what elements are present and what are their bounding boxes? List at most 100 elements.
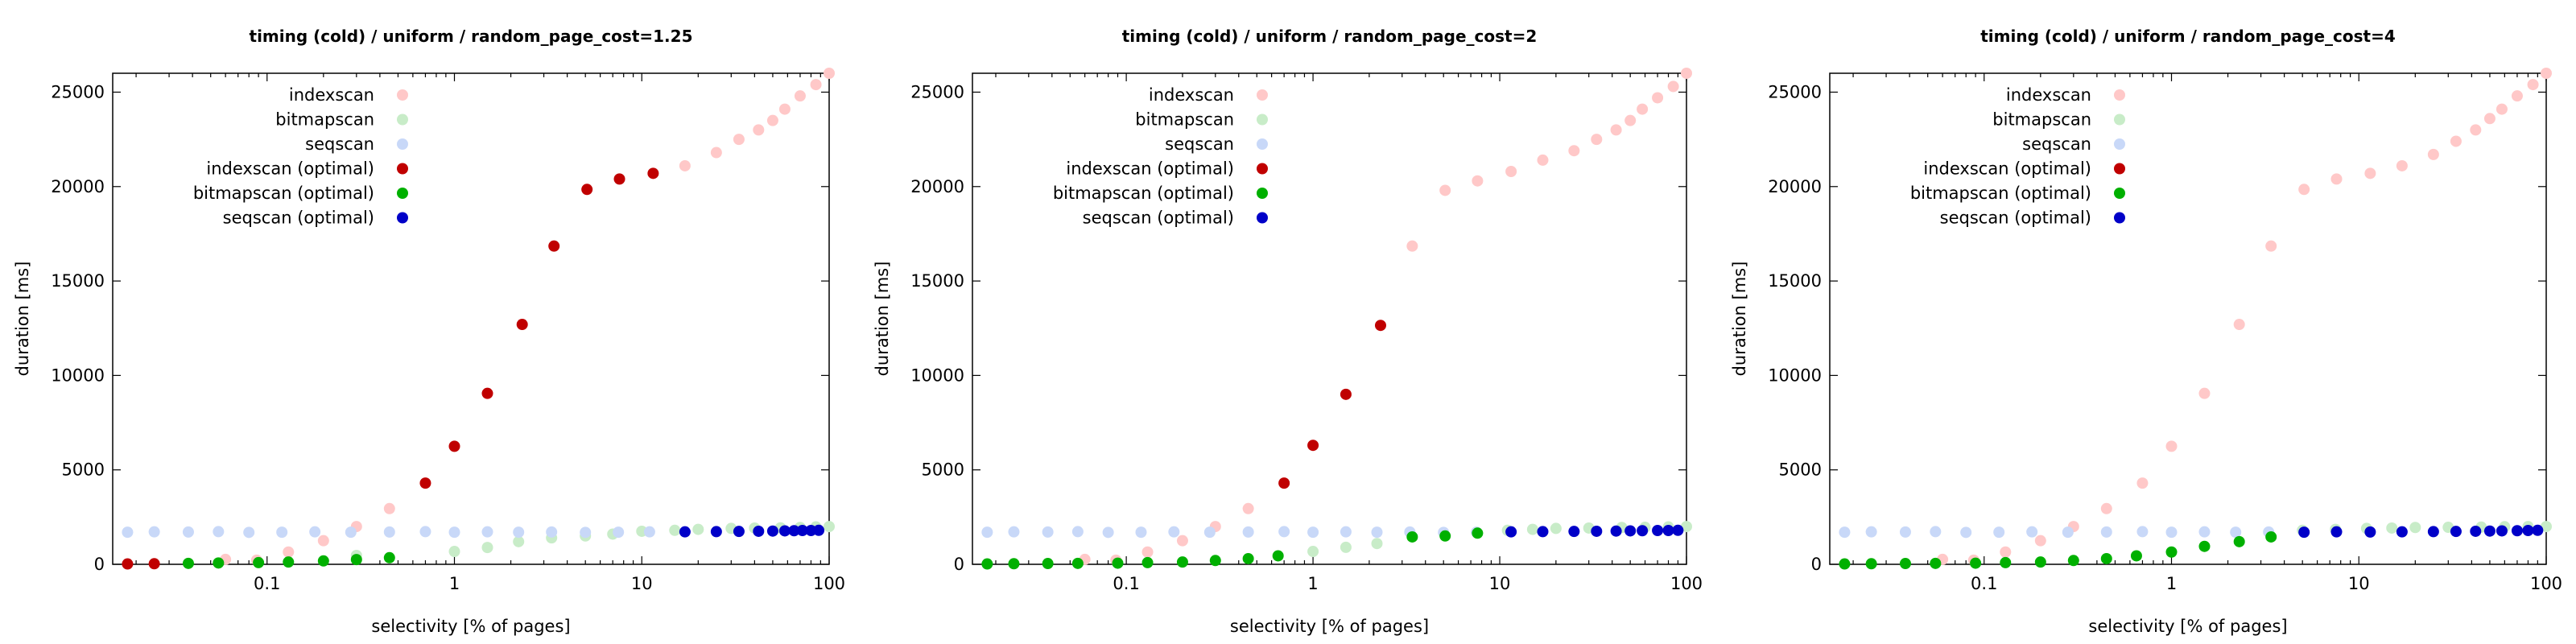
- data-point-indexscan: [1537, 154, 1549, 166]
- y-tick-label: 5000: [922, 460, 964, 480]
- data-point-seqscan: [2136, 526, 2149, 538]
- data-point-indexscan: [753, 124, 765, 136]
- data-point-indexscan: [1568, 145, 1580, 157]
- data-point-indexscan: [1637, 103, 1649, 115]
- legend-label: indexscan (optimal): [206, 159, 374, 179]
- data-point-bitmapscan-optimal: [2265, 530, 2277, 543]
- data-point-bitmapscan-optimal: [1899, 558, 1911, 570]
- data-point-bitmapscan-optimal: [1042, 558, 1054, 570]
- y-tick-label: 0: [1811, 555, 1822, 574]
- data-point-indexscan: [2265, 240, 2277, 252]
- data-point-indexscan: [2233, 319, 2245, 331]
- data-point-indexscan-optimal: [613, 173, 625, 185]
- data-point-seqscan-optimal: [2427, 526, 2439, 538]
- data-point-seqscan: [546, 526, 558, 538]
- plot-frame: [112, 72, 830, 565]
- data-point-indexscan: [383, 502, 395, 514]
- data-point-seqscan: [1340, 526, 1352, 538]
- data-point-indexscan: [794, 90, 806, 102]
- x-tick-label: 1: [2166, 574, 2177, 593]
- data-point-indexscan: [1141, 546, 1154, 558]
- data-point-seqscan-optimal: [2483, 525, 2496, 537]
- data-point-indexscan-optimal: [548, 240, 560, 252]
- data-point-bitmapscan-optimal: [2067, 555, 2079, 567]
- data-point-indexscan: [1406, 240, 1418, 252]
- legend-label: seqscan (optimal): [1083, 208, 1234, 228]
- data-point-indexscan: [1624, 114, 1637, 126]
- data-point-indexscan: [317, 535, 329, 547]
- y-tick-label: 15000: [51, 271, 105, 291]
- data-point-indexscan: [679, 159, 691, 171]
- data-point-indexscan: [2470, 124, 2482, 136]
- data-point-seqscan: [1278, 526, 1290, 538]
- data-point-seqscan: [1102, 526, 1114, 539]
- legend-label: bitmapscan: [1135, 110, 1234, 130]
- data-point-seqscan-optimal: [766, 525, 778, 537]
- data-point-bitmapscan-optimal: [2165, 546, 2178, 558]
- chart-title: timing (cold) / uniform / random_page_co…: [250, 27, 693, 46]
- x-tick-label: 0.1: [1113, 574, 1139, 593]
- x-tick-label: 100: [1670, 574, 1703, 593]
- legend-marker: [397, 188, 408, 199]
- legend-marker: [1257, 163, 1268, 175]
- data-point-seqscan: [1242, 526, 1254, 538]
- data-point-seqscan: [2198, 526, 2211, 538]
- data-point-indexscan: [1681, 68, 1692, 79]
- y-tick-label: 20000: [1768, 177, 1822, 196]
- data-point-indexscan-optimal: [516, 319, 528, 331]
- y-tick-label: 5000: [1779, 460, 1822, 480]
- data-point-indexscan: [733, 134, 745, 146]
- y-tick-label: 15000: [1768, 271, 1822, 291]
- data-point-bitmapscan-optimal: [253, 556, 265, 568]
- data-point-seqscan: [276, 526, 288, 539]
- data-point-indexscan-optimal: [122, 558, 134, 570]
- data-point-bitmapscan: [1371, 538, 1383, 550]
- data-point-indexscan: [2496, 103, 2508, 115]
- y-tick-label: 25000: [51, 82, 105, 101]
- data-point-seqscan-optimal: [2532, 524, 2544, 536]
- y-tick-label: 25000: [1768, 82, 1822, 101]
- chart-title: timing (cold) / uniform / random_page_co…: [1122, 27, 1538, 46]
- data-point-bitmapscan-optimal: [2000, 556, 2012, 568]
- data-point-seqscan-optimal: [1624, 525, 1637, 537]
- x-tick-label: 1: [449, 574, 460, 593]
- legend-label: indexscan: [1149, 85, 1234, 105]
- legend-marker: [397, 212, 408, 224]
- chart-panel-1: timing (cold) / uniform / random_page_co…: [13, 27, 845, 636]
- data-point-indexscan: [1652, 92, 1664, 104]
- legend-label: bitmapscan (optimal): [1053, 184, 1234, 203]
- data-point-seqscan: [1071, 526, 1084, 538]
- data-point-bitmapscan: [1681, 521, 1692, 533]
- data-point-indexscan: [1242, 502, 1254, 514]
- plot-frame: [972, 72, 1687, 565]
- data-point-bitmapscan-optimal: [182, 557, 194, 569]
- data-point-indexscan-optimal: [448, 440, 460, 452]
- data-point-seqscan-optimal: [2470, 525, 2482, 537]
- data-point-bitmapscan: [824, 521, 835, 533]
- data-point-bitmapscan-optimal: [2198, 540, 2211, 552]
- data-point-bitmapscan: [513, 535, 525, 547]
- data-point-seqscan: [2165, 526, 2178, 539]
- data-point-bitmapscan-optimal: [283, 556, 295, 568]
- y-tick-label: 20000: [51, 177, 105, 196]
- data-point-indexscan: [283, 546, 295, 558]
- data-point-seqscan: [1960, 526, 1972, 539]
- data-point-seqscan: [345, 526, 357, 539]
- data-point-bitmapscan-optimal: [2100, 552, 2112, 564]
- data-point-seqscan: [513, 526, 525, 539]
- x-tick-label: 10: [2348, 574, 2370, 593]
- data-point-indexscan: [2396, 159, 2408, 171]
- x-tick-label: 100: [2530, 574, 2562, 593]
- data-point-indexscan: [2298, 184, 2310, 196]
- data-point-seqscan: [1168, 526, 1180, 538]
- data-point-seqscan-optimal: [2450, 526, 2462, 538]
- data-point-bitmapscan-optimal: [1008, 558, 1020, 570]
- data-point-bitmapscan-optimal: [1242, 552, 1254, 564]
- y-tick-label: 15000: [910, 271, 964, 291]
- data-point-seqscan: [2062, 526, 2074, 539]
- legend-label: bitmapscan: [275, 110, 374, 130]
- data-point-seqscan-optimal: [733, 526, 745, 538]
- legend-marker: [2114, 212, 2125, 224]
- data-point-indexscan: [810, 79, 822, 91]
